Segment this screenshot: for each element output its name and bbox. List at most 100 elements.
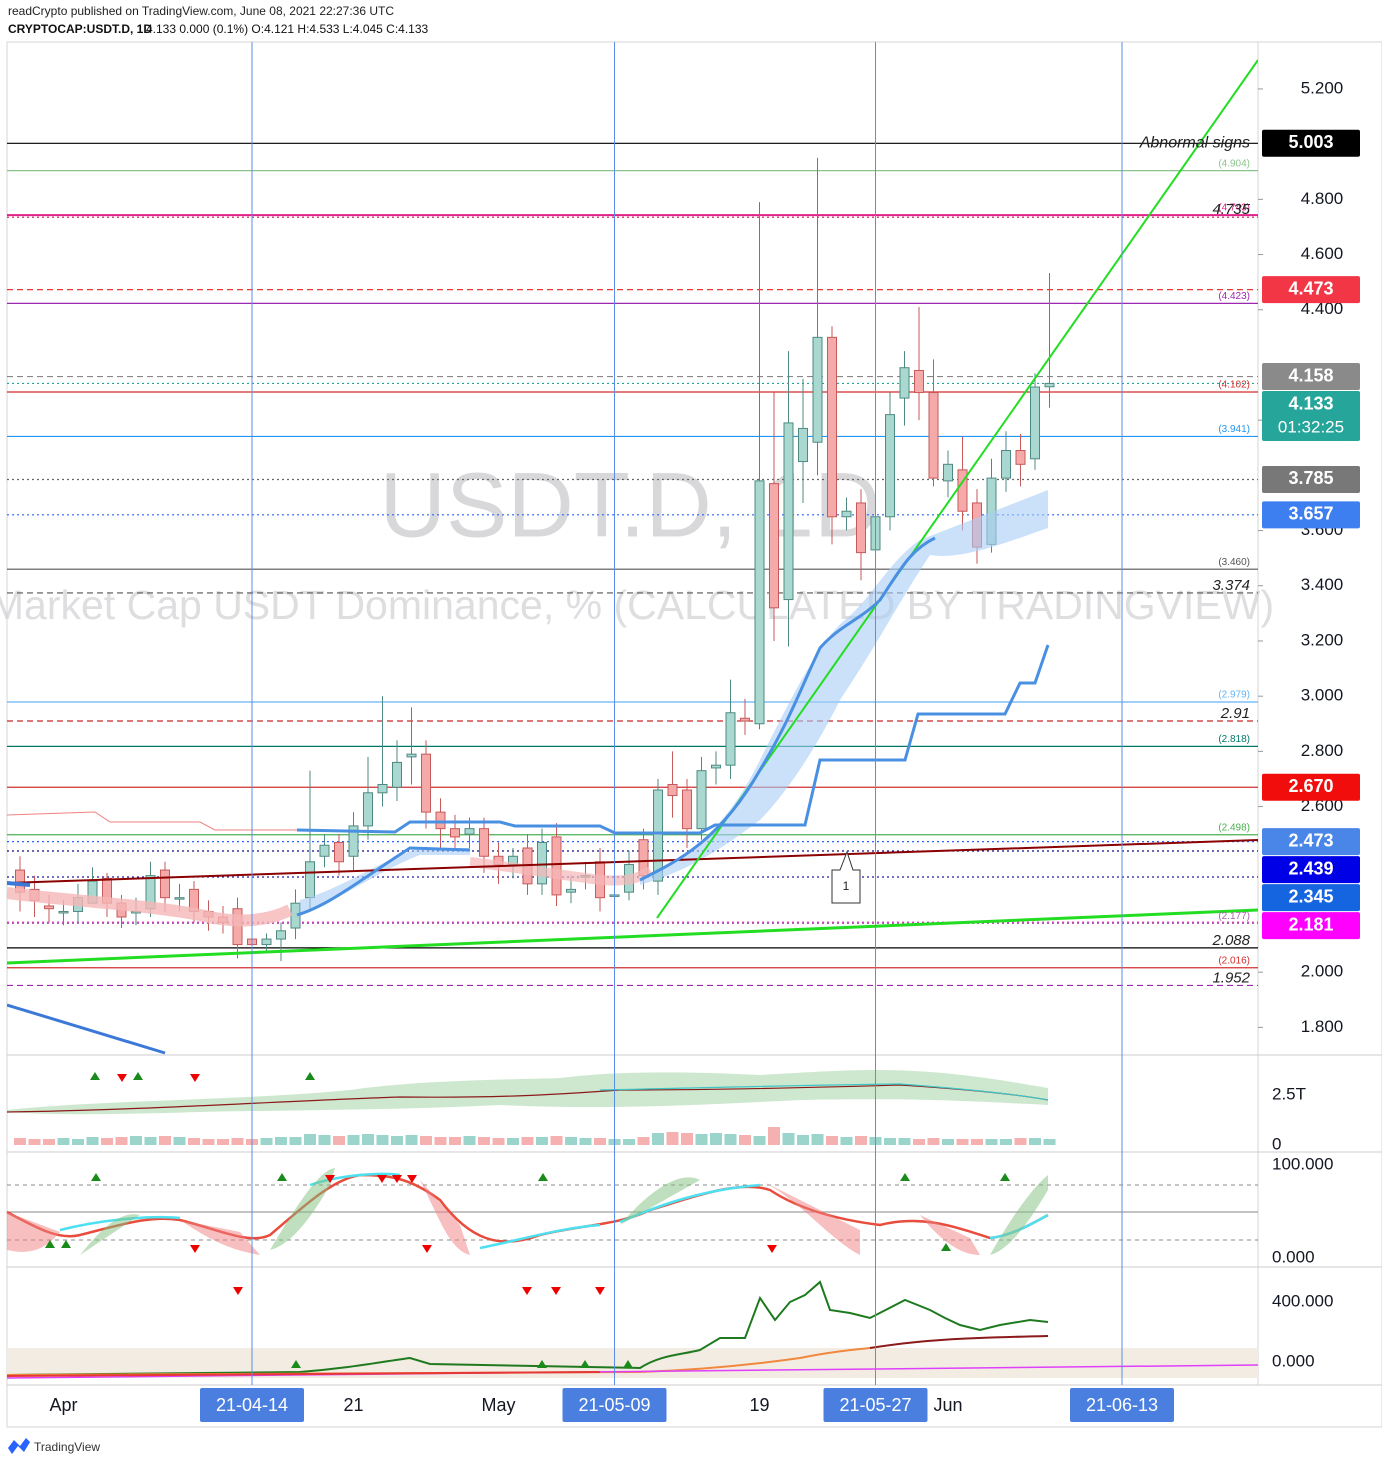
volume-ma [6, 1084, 1049, 1113]
volume-bar [652, 1133, 664, 1145]
signal-arrow [580, 1360, 590, 1368]
volume-bar [811, 1134, 824, 1145]
oscillator-tick-label: 100.000 [1272, 1154, 1333, 1173]
volume-bar [333, 1136, 345, 1145]
volume-bar [666, 1132, 679, 1145]
level-label: 3.374 [1212, 577, 1250, 594]
candle-body [682, 789, 692, 830]
quote: 4.133 0.000 (0.1%) O:4.121 H:4.533 L:4.0… [146, 22, 429, 36]
volume-tick-label: 2.5T [1272, 1084, 1306, 1103]
volume-bar [463, 1136, 476, 1145]
signal-arrow [91, 1173, 101, 1181]
volume-bar [550, 1136, 563, 1145]
signal-arrow [422, 1245, 432, 1253]
volume-bar [347, 1135, 360, 1145]
signal-arrow [1000, 1173, 1010, 1181]
watermark-subtitle: Market Cap USDT Dominance, % (CALCULATED… [0, 582, 1274, 628]
signal-arrow [190, 1074, 200, 1082]
signal-arrow [407, 1175, 417, 1183]
candle-body [740, 717, 750, 722]
candle-body [856, 502, 866, 554]
date-badge [562, 1388, 667, 1422]
volume-bar [710, 1133, 722, 1145]
signal-arrow [90, 1072, 100, 1080]
volume-bar [289, 1137, 302, 1145]
watermark: USDT.D, 1D [380, 454, 881, 556]
volume-bar [434, 1137, 447, 1145]
y-tick-label: 5.200 [1301, 78, 1344, 97]
volume-bar [739, 1135, 751, 1145]
volume-bar [507, 1138, 519, 1145]
author-line: readCrypto published on TradingView.com,… [8, 4, 394, 18]
candle-body [348, 825, 359, 857]
frame [6, 41, 1382, 1428]
level-label: (2.979) [1218, 690, 1250, 701]
volume-bar [942, 1139, 954, 1145]
volume-bar [14, 1138, 26, 1145]
level-label: (2.177) [1218, 911, 1250, 922]
candle-body [319, 844, 330, 857]
date-badge [1070, 1388, 1174, 1422]
candle-body [464, 828, 475, 835]
symbol: CRYPTOCAP:USDT.D, 1D [8, 22, 152, 36]
y-tick-label: 4.600 [1301, 244, 1344, 263]
candle-body [899, 367, 910, 399]
volume-bar [1014, 1138, 1027, 1145]
price-badge [1262, 884, 1360, 912]
candle-body [667, 783, 678, 797]
candle-body [957, 469, 968, 512]
price-badge [1262, 828, 1360, 856]
candle-body [1015, 450, 1026, 465]
candle-body [928, 392, 939, 479]
signal-arrow [277, 1173, 287, 1181]
candle-body [174, 897, 185, 900]
volume-bar [753, 1136, 766, 1145]
volume-bar [1000, 1139, 1012, 1145]
candle-body [305, 861, 315, 899]
x-tick-label: 21 [343, 1395, 363, 1415]
level-label: (3.460) [1218, 557, 1250, 568]
volume-bar [449, 1137, 461, 1145]
volume-bar [521, 1137, 534, 1145]
volume-bar [695, 1134, 708, 1145]
ma-line [7, 881, 31, 887]
lower-line [6, 1364, 1259, 1379]
price-badge [1262, 912, 1360, 940]
logo [8, 1438, 30, 1454]
candle-body [725, 712, 736, 766]
volume-bar [362, 1134, 374, 1145]
volume-bar [594, 1138, 606, 1145]
price-badge-label: 3.657 [1288, 504, 1333, 524]
ma-line [7, 811, 300, 831]
oscillator-tick-label: 0.000 [1272, 1247, 1315, 1266]
y-tick-label: 4.800 [1301, 189, 1344, 208]
date-badge [200, 1388, 304, 1422]
signal-arrow [941, 1243, 951, 1251]
volume-bar [768, 1127, 780, 1145]
level-annotation: Abnormal signs [1139, 135, 1250, 152]
trend-line [7, 839, 1258, 884]
volume-bar [681, 1133, 693, 1145]
oscillator-pane [6, 1168, 1258, 1255]
volume-bar [420, 1136, 432, 1145]
ribbon [7, 887, 293, 927]
y-tick-label: 4.400 [1301, 299, 1344, 318]
candle-body [711, 764, 721, 769]
y-tick-label: 2.800 [1301, 741, 1344, 760]
price-badge-label: 4.133 [1288, 393, 1333, 413]
level-label: (3.941) [1218, 424, 1250, 435]
signal-arrow [392, 1175, 402, 1183]
signal-arrow [623, 1360, 633, 1368]
volume-bar [782, 1133, 795, 1145]
candle-body [827, 336, 837, 518]
price-badge-label: 5.003 [1288, 132, 1333, 152]
x-tick-label: 19 [749, 1395, 769, 1415]
candle-body [450, 828, 460, 838]
volume-bar [130, 1136, 142, 1145]
price-badge [1262, 465, 1360, 493]
x-tick-label: 21-05-27 [839, 1395, 911, 1415]
price-badge-label: 2.439 [1288, 858, 1333, 878]
candle-body [377, 783, 388, 794]
